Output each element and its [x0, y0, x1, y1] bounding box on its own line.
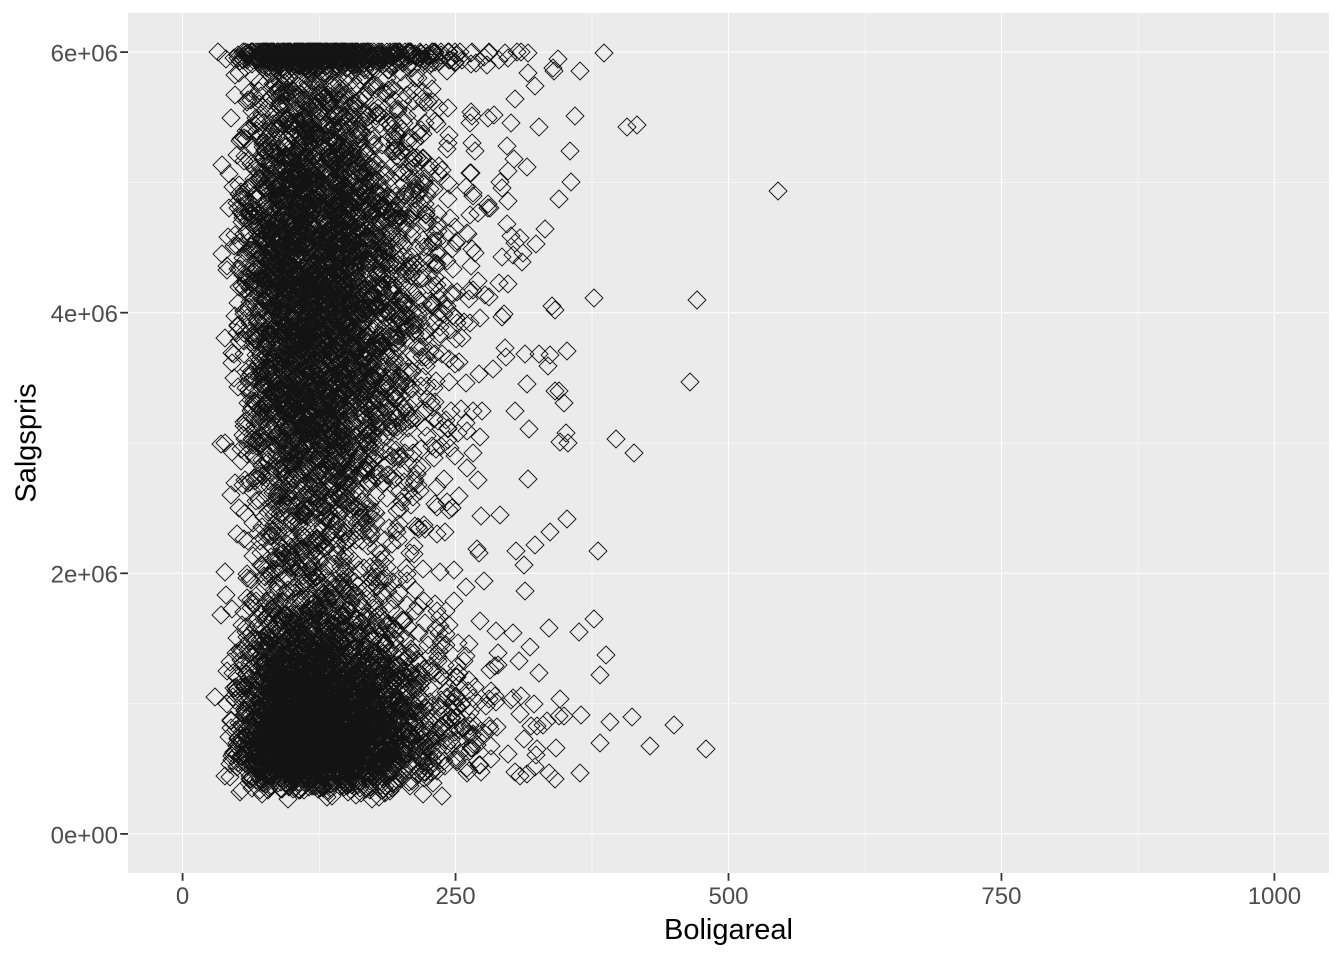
svg-text:6e+06: 6e+06	[51, 41, 118, 68]
svg-text:4e+06: 4e+06	[51, 301, 118, 328]
svg-text:2e+06: 2e+06	[51, 562, 118, 589]
svg-text:750: 750	[981, 883, 1021, 910]
svg-text:250: 250	[436, 883, 476, 910]
svg-text:0e+00: 0e+00	[51, 822, 118, 849]
svg-text:1000: 1000	[1248, 883, 1301, 910]
svg-text:0: 0	[176, 883, 189, 910]
svg-text:Boligareal: Boligareal	[664, 914, 793, 946]
svg-text:Salgspris: Salgspris	[11, 383, 43, 502]
svg-text:500: 500	[708, 883, 748, 910]
